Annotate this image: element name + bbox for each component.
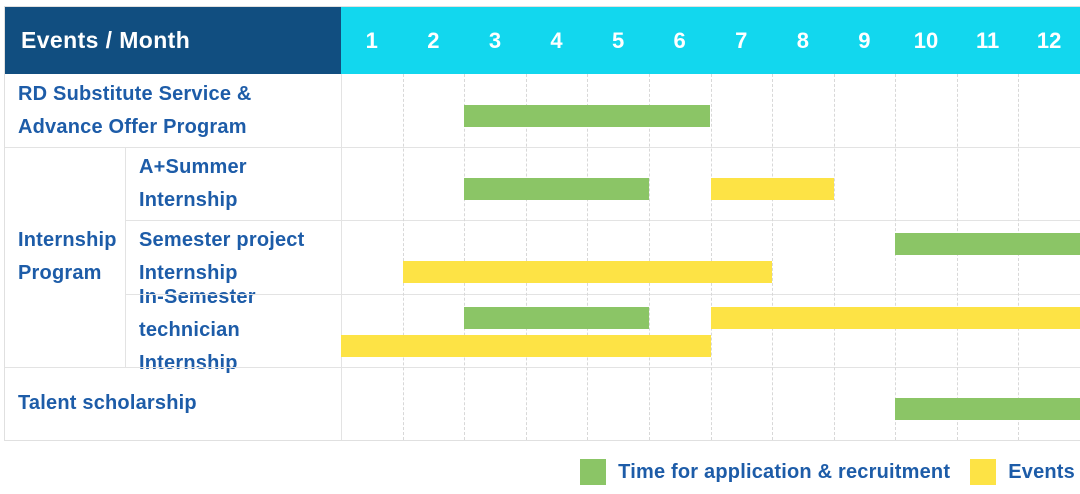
row-label-a-plus-summer: A+Summer Internship <box>139 155 247 211</box>
recruitment-bar <box>464 105 711 127</box>
row-divider <box>125 294 1080 295</box>
month-header-cell: 1 <box>365 27 378 53</box>
month-header-cell: 4 <box>550 27 563 53</box>
row-label-semester-project: Semester project Internship <box>139 229 305 284</box>
events-bar <box>402 261 773 283</box>
month-header-cell: 7 <box>735 27 748 53</box>
month-gridline <box>402 74 404 440</box>
month-gridline <box>1018 74 1020 440</box>
row-label-rd-substitute: RD Substitute Service & Advance Offer Pr… <box>18 82 252 138</box>
month-header-cell: 8 <box>796 27 809 53</box>
month-header-cell: 9 <box>858 27 871 53</box>
month-header-cell: 10 <box>913 27 939 53</box>
month-gridline <box>648 74 650 440</box>
recruitment-bar <box>464 307 649 329</box>
group-label-internship-program: Internship Program <box>18 229 117 284</box>
month-header-cell: 3 <box>488 27 502 53</box>
legend: Time for application & recruitment Event… <box>580 459 1075 485</box>
month-header-cell: 12 <box>1036 27 1062 53</box>
legend-swatch-recruitment <box>580 459 607 485</box>
events-bar <box>710 178 834 200</box>
recruitment-bar <box>895 233 1080 255</box>
month-header-row: 1 2 3 4 5 6 7 8 9 10 11 12 <box>341 7 1080 74</box>
row-label-talent-scholarship: Talent scholarship <box>18 392 197 414</box>
month-gridline <box>956 74 958 440</box>
month-gridline <box>772 74 774 440</box>
row-divider <box>5 147 1080 148</box>
legend-swatch-events <box>970 459 997 485</box>
legend-item-recruitment: Time for application & recruitment <box>580 459 950 485</box>
row-divider <box>5 367 1080 368</box>
month-gridline <box>587 74 589 440</box>
month-header-cell: 11 <box>975 27 1000 53</box>
recruitment-bar <box>464 178 649 200</box>
month-gridline <box>525 74 527 440</box>
legend-label-recruitment: Time for application & recruitment <box>618 460 951 483</box>
events-table: Events / Month 1 2 3 4 5 6 7 8 9 10 11 12 RD Substi… <box>4 6 1080 441</box>
events-bar <box>341 335 711 357</box>
month-gridline <box>710 74 712 440</box>
recruitment-bar <box>895 398 1080 420</box>
legend-item-events: Events <box>970 459 1075 485</box>
group-column-divider <box>125 147 126 367</box>
row-divider <box>125 220 1080 221</box>
events-bar <box>710 307 1080 329</box>
label-grid-divider <box>341 74 342 440</box>
month-header-cell: 2 <box>427 27 440 53</box>
month-gridline <box>464 74 466 440</box>
month-gridline <box>833 74 835 440</box>
legend-label-events: Events <box>1008 460 1075 483</box>
row-label-in-semester-technician: In-Semester technician Internship <box>139 286 256 374</box>
month-header-cell: 6 <box>673 27 686 53</box>
month-header-cell: 5 <box>611 27 625 53</box>
table-header-events-month: Events / Month <box>5 7 341 74</box>
month-gridline <box>895 74 897 440</box>
